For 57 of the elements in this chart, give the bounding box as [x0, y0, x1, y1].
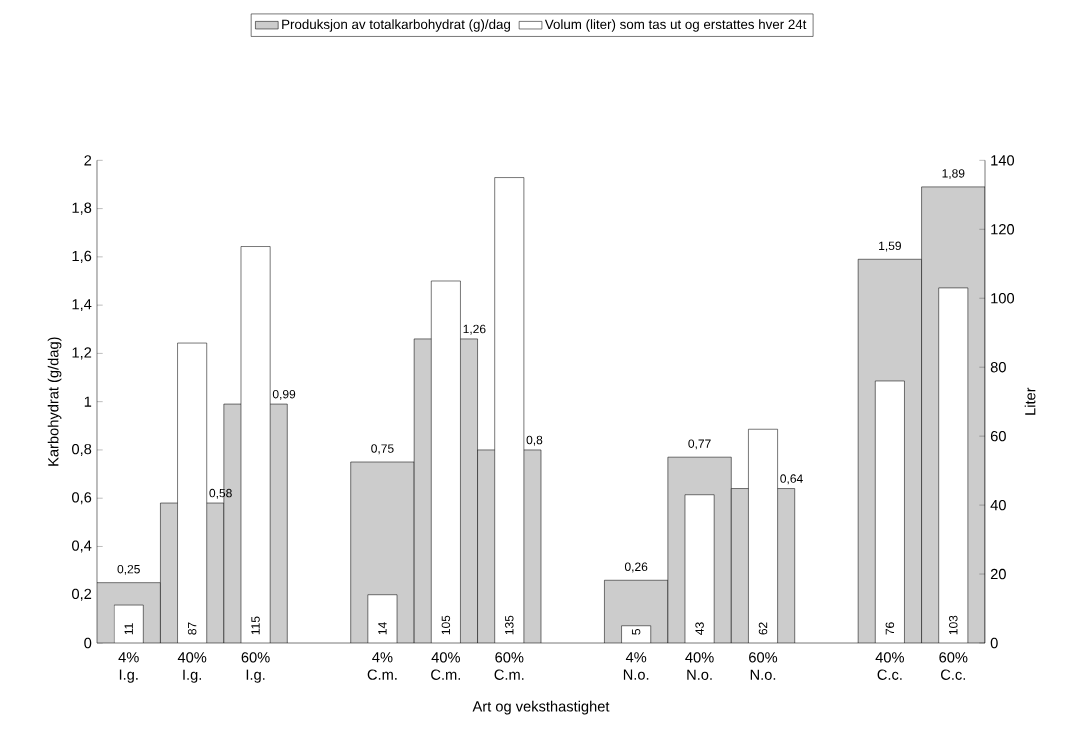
- y-tick-label: 0,6: [72, 492, 92, 505]
- y-tick-label: 0,8: [72, 443, 92, 456]
- x-tick-label: 4% N.o.: [623, 652, 649, 680]
- x-tick-label: 40% C.c.: [875, 652, 904, 680]
- data-label: 115: [251, 616, 260, 635]
- data-label: 62: [758, 622, 768, 635]
- x-axis-title: Art og veksthastighet: [472, 700, 610, 715]
- y-tick-label: 0,4: [72, 540, 92, 553]
- data-label: 1,89: [942, 169, 965, 180]
- y2-tick-label: 80: [990, 362, 1006, 373]
- data-label: 14: [378, 622, 387, 635]
- y-tick-label: 1,6: [72, 250, 92, 263]
- data-label: 105: [441, 615, 451, 635]
- x-tick-label: 40% C.m.: [431, 652, 461, 680]
- data-label: 76: [885, 622, 895, 635]
- y-tick-label: 1: [84, 396, 92, 407]
- x-tick-label: 60% C.c.: [939, 652, 968, 680]
- data-label: 135: [505, 615, 514, 635]
- y2-tick-label: 120: [991, 224, 1015, 235]
- x-tick-label: 4% C.m.: [367, 652, 397, 680]
- y2-tick-label: 100: [991, 293, 1015, 304]
- y-tick-label: 1,8: [72, 202, 92, 215]
- y2-tick-label: 40: [990, 499, 1006, 511]
- data-label: 0,26: [624, 562, 648, 573]
- y-tick-label: 1,4: [72, 299, 92, 312]
- data-label: 0,99: [272, 389, 296, 400]
- y-axis-title: Karbohydrat (g/dag): [47, 337, 62, 466]
- y2-tick-label: 60: [990, 430, 1006, 442]
- data-label: 1,59: [879, 241, 901, 252]
- y2-tick-label: 140: [991, 155, 1015, 166]
- x-tick-label: 60% I.g.: [241, 652, 270, 683]
- data-label: 5: [631, 629, 641, 635]
- legend-label: Produksjon av totalkarbohydrat (g)/dag: [282, 19, 510, 32]
- data-label: 87: [187, 622, 197, 635]
- y-tick-label: 1,2: [72, 347, 92, 360]
- y-tick-label: 0,2: [72, 588, 92, 601]
- data-label: 103: [949, 615, 958, 635]
- data-label: 0,58: [209, 488, 232, 499]
- x-tick-label: 40% N.o.: [685, 652, 714, 680]
- y2-tick-label: 0: [990, 637, 998, 649]
- data-label: 0,8: [526, 435, 543, 446]
- y2-axis-title: Liter: [1024, 387, 1036, 415]
- data-label: 0,64: [780, 474, 803, 485]
- data-label: 11: [124, 623, 133, 635]
- x-tick-label: 40% I.g.: [177, 652, 207, 683]
- data-label: 0,75: [371, 444, 394, 455]
- x-tick-label: 60% N.o.: [749, 652, 778, 680]
- legend-label: Volum (liter) som tas ut og erstattes hver 24t: [544, 19, 807, 32]
- data-label: 1,26: [463, 324, 486, 335]
- data-label: 0,25: [117, 564, 140, 575]
- y-tick-label: 0: [84, 637, 92, 649]
- data-label: 0,77: [688, 439, 711, 450]
- x-tick-label: 4% I.g.: [118, 652, 139, 683]
- y2-tick-label: 20: [990, 568, 1006, 580]
- data-label: 43: [695, 622, 704, 635]
- y-tick-label: 2: [84, 155, 92, 166]
- x-tick-label: 60% C.m.: [494, 652, 524, 680]
